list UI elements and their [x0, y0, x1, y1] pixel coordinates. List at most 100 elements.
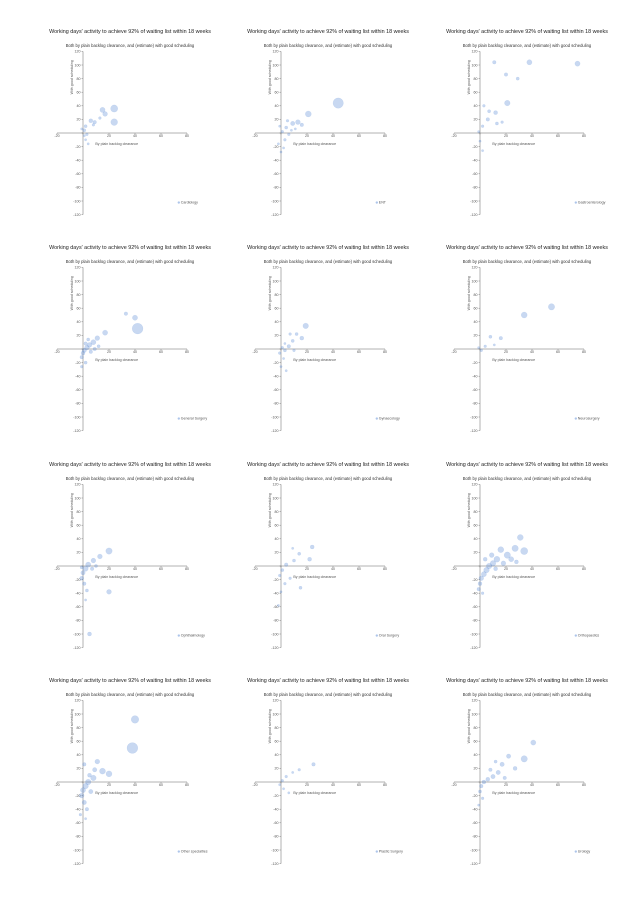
data-bubble	[481, 149, 484, 153]
x-tick-label: 20	[305, 350, 309, 354]
x-tick-label: -20	[451, 567, 456, 571]
y-tick-label: 40	[275, 320, 279, 324]
data-bubble	[292, 558, 296, 563]
data-bubble	[277, 604, 280, 607]
data-bubble	[131, 715, 139, 724]
data-bubble	[92, 120, 97, 125]
y-tick-label: -60	[75, 388, 80, 392]
data-bubble	[80, 570, 86, 576]
data-bubble	[82, 762, 87, 767]
y-tick-label: -80	[75, 402, 80, 406]
y-tick-label: -120	[73, 429, 80, 433]
x-tick-label: -20	[54, 783, 59, 787]
y-axis-label: With good scheduling	[70, 493, 74, 527]
y-tick-label: -100	[73, 632, 80, 636]
data-bubble	[477, 581, 483, 586]
chart-subtitle: Both by plain backlog clearance, and (es…	[65, 476, 195, 481]
data-bubble	[99, 767, 106, 775]
data-bubble	[98, 116, 102, 120]
data-bubble	[488, 767, 493, 772]
y-axis-label: With good scheduling	[467, 709, 471, 743]
data-bubble	[291, 771, 295, 774]
data-bubble	[282, 787, 285, 791]
y-tick-label: 20	[275, 767, 279, 771]
x-tick-label: -20	[252, 134, 257, 138]
data-bubble	[503, 551, 511, 559]
x-axis-label: By plain backlog clearance	[492, 575, 535, 579]
data-bubble	[483, 567, 490, 574]
chart-title: Working days' activity to achieve 92% of…	[49, 462, 211, 468]
y-tick-label: -100	[73, 848, 80, 852]
chart-subtitle: Both by plain backlog clearance, and (es…	[462, 476, 592, 481]
data-bubble	[493, 110, 498, 115]
y-tick-label: 60	[275, 307, 279, 311]
x-tick-label: 20	[504, 134, 508, 138]
legend-marker	[375, 201, 378, 204]
data-bubble	[485, 117, 490, 122]
data-bubble	[490, 560, 496, 567]
x-tick-label: 60	[159, 350, 163, 354]
y-tick-label: -20	[75, 794, 80, 798]
data-bubble	[302, 322, 309, 329]
x-tick-label: 40	[133, 567, 137, 571]
chart-title: Working days' activity to achieve 92% of…	[247, 245, 409, 251]
scatter-plot: -20 20 40 60 80 120 100 80 60 40 20 -20 -40 -60 -80 -10…	[252, 699, 403, 866]
data-bubble	[82, 565, 89, 572]
data-bubble	[477, 346, 481, 349]
data-bubble	[80, 365, 84, 369]
y-tick-label: 120	[273, 699, 279, 703]
y-tick-label: 40	[474, 537, 478, 541]
x-tick-label: 40	[530, 134, 534, 138]
data-bubble	[298, 586, 303, 590]
y-tick-label: -60	[273, 388, 278, 392]
y-tick-label: 60	[474, 524, 478, 528]
y-tick-label: -120	[271, 646, 278, 650]
data-bubble	[280, 346, 284, 350]
y-tick-label: 40	[474, 104, 478, 108]
data-bubble	[80, 127, 84, 131]
legend-label: Cardiology	[181, 201, 198, 205]
data-bubble	[504, 72, 508, 77]
legend-label: Gastroenterology	[578, 201, 606, 205]
data-bubble	[476, 587, 481, 592]
x-axis-label: By plain backlog clearance	[95, 575, 138, 579]
y-tick-label: 80	[275, 510, 279, 514]
x-tick-label: 80	[185, 350, 189, 354]
y-tick-label: 60	[77, 91, 81, 95]
y-tick-label: 100	[472, 63, 478, 67]
x-tick-label: -20	[451, 783, 456, 787]
data-bubble	[78, 813, 82, 817]
data-bubble	[90, 566, 95, 571]
y-tick-label: -40	[273, 375, 278, 379]
data-bubble	[94, 759, 100, 765]
y-tick-label: -120	[271, 862, 278, 866]
data-bubble	[282, 357, 285, 360]
legend-label: Oral Surgery	[379, 634, 400, 638]
y-tick-label: -40	[472, 808, 477, 812]
data-bubble	[86, 142, 90, 146]
data-bubble	[548, 303, 555, 311]
scatter-plot: -20 20 40 60 80 120 100 80 60 40 20 -20 -40 -60 -80 -10…	[54, 699, 207, 866]
y-tick-label: -120	[470, 213, 477, 217]
x-tick-label: 20	[107, 783, 111, 787]
chart-panel: Working days' activity to achieve 92% of…	[228, 29, 428, 234]
x-tick-label: 60	[159, 134, 163, 138]
y-tick-label: -60	[472, 388, 477, 392]
data-bubble	[283, 342, 287, 345]
data-bubble	[479, 784, 484, 789]
chart-panel: Working days' activity to achieve 92% of…	[30, 462, 230, 667]
chart-panel: Working days' activity to achieve 92% of…	[228, 462, 428, 667]
chart-subtitle: Both by plain backlog clearance, and (es…	[263, 43, 393, 48]
y-tick-label: -60	[273, 821, 278, 825]
data-bubble	[283, 582, 287, 586]
data-bubble	[495, 770, 501, 775]
y-tick-label: -20	[75, 361, 80, 365]
chart-panel: Working days' activity to achieve 92% of…	[427, 29, 627, 234]
y-tick-label: 120	[273, 483, 279, 487]
data-bubble	[482, 104, 486, 108]
x-tick-label: 80	[383, 567, 387, 571]
data-bubble	[517, 534, 524, 541]
data-bubble	[504, 100, 511, 107]
data-bubble	[84, 817, 87, 821]
y-tick-label: -80	[472, 402, 477, 406]
